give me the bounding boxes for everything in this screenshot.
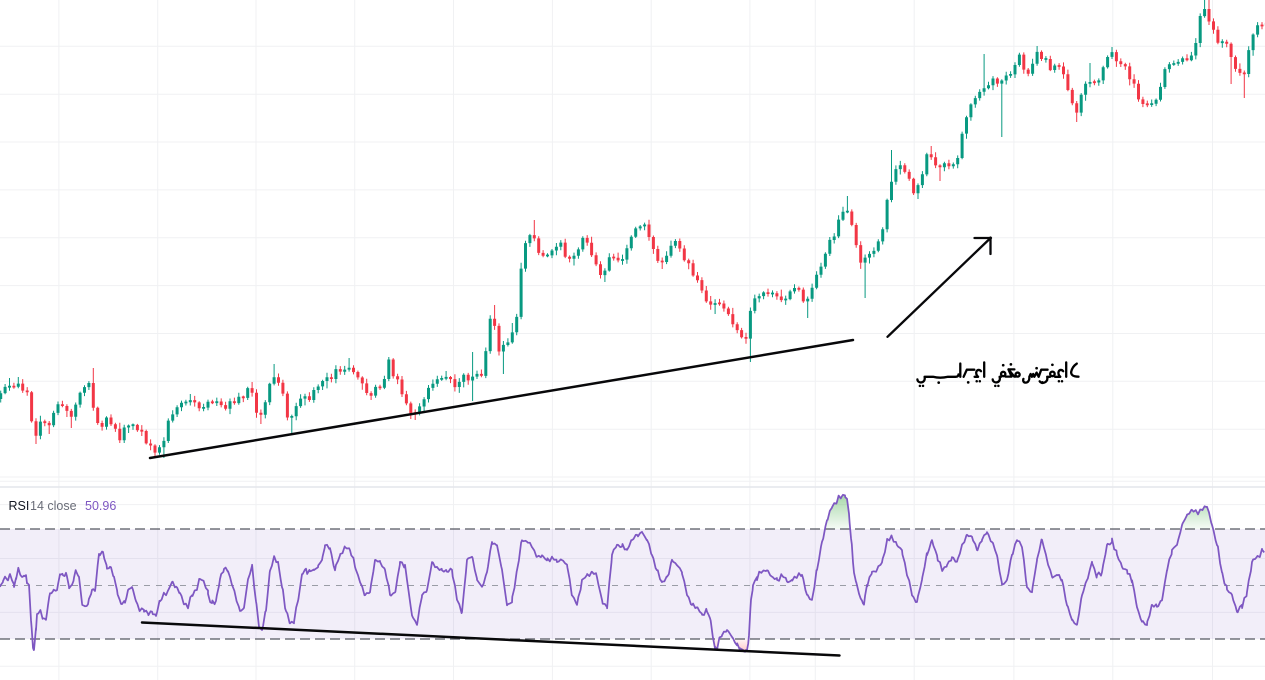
svg-text:14 close: 14 close [30,499,77,513]
svg-text:RSI: RSI [9,499,30,513]
svg-text:50.96: 50.96 [85,499,116,513]
